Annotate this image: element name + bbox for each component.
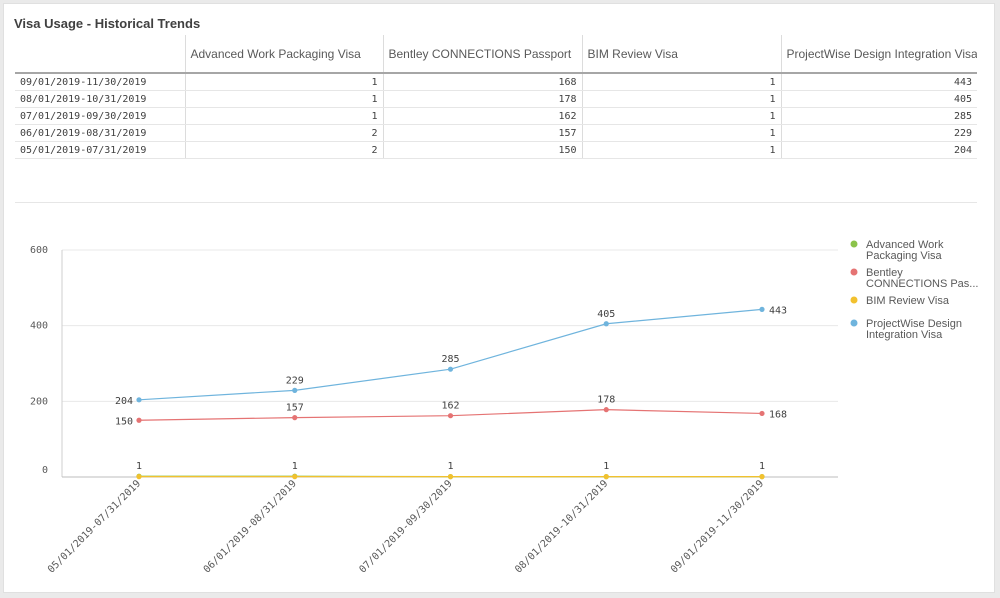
data-point	[447, 413, 454, 419]
legend-marker	[850, 240, 858, 248]
data-label: 1	[136, 461, 142, 472]
section-divider	[15, 202, 977, 203]
x-tick-label: 06/01/2019-08/31/2019	[202, 478, 299, 575]
table-cell: 1	[184, 73, 383, 91]
data-label: 162	[441, 401, 459, 412]
column-header-bentley-connections[interactable]: Bentley CONNECTIONS Passport	[382, 35, 582, 74]
legend-label: Bentley	[866, 267, 903, 279]
column-header-bim-review[interactable]: BIM Review Visa	[581, 35, 781, 74]
data-label: 1	[447, 461, 453, 472]
x-tick-label: 07/01/2019-09/30/2019	[357, 478, 454, 575]
table-cell: 229	[780, 124, 977, 142]
data-label: 229	[286, 375, 304, 386]
legend-item[interactable]: BIM Review Visa	[850, 295, 950, 307]
x-tick-label: 05/01/2019-07/31/2019	[46, 478, 143, 575]
data-point	[292, 387, 298, 393]
table-row[interactable]: 06/01/2019-08/31/2019 2 157 1 229	[15, 124, 977, 142]
data-label: 285	[441, 354, 459, 365]
table-cell: 2	[184, 141, 383, 159]
table-cell: 1	[184, 107, 383, 125]
data-label: 443	[769, 305, 787, 316]
data-point	[447, 366, 454, 372]
table-cell: 1	[581, 141, 781, 159]
y-tick-label: 0	[42, 465, 48, 476]
table-cell: 1	[581, 124, 781, 142]
data-point	[603, 474, 609, 480]
table-cell: 08/01/2019-10/31/2019	[15, 90, 185, 108]
y-tick-label: 400	[30, 321, 48, 332]
table-cell: 285	[780, 107, 977, 125]
table-cell: 204	[780, 141, 977, 159]
data-point	[603, 407, 609, 413]
table-cell: 405	[780, 90, 977, 108]
table-cell: 162	[382, 107, 582, 125]
table-cell: 1	[184, 90, 383, 108]
legend-marker	[850, 296, 858, 304]
table-cell: 157	[382, 124, 582, 142]
legend-marker	[850, 319, 858, 327]
data-point	[603, 321, 609, 327]
x-tick-label: 08/01/2019-10/31/2019	[513, 478, 610, 575]
column-header-projectwise[interactable]: ProjectWise Design Integration Visa	[780, 35, 977, 74]
data-point	[447, 474, 454, 480]
data-label: 168	[769, 409, 787, 420]
y-tick-label: 200	[30, 396, 48, 407]
table-cell: 1	[581, 107, 781, 125]
legend-marker	[850, 268, 858, 276]
data-label: 157	[286, 403, 304, 414]
data-label: 204	[115, 396, 133, 407]
data-label: 1	[603, 461, 609, 472]
column-header-period[interactable]	[15, 35, 185, 74]
data-point	[759, 306, 765, 312]
table-cell: 2	[184, 124, 383, 142]
data-label: 178	[597, 395, 615, 406]
table-cell: 1	[581, 90, 781, 108]
x-tick-label: 09/01/2019-11/30/2019	[669, 478, 766, 575]
table-row[interactable]: 05/01/2019-07/31/2019 2 150 1 204	[15, 141, 977, 159]
legend-label: ProjectWise Design	[866, 318, 962, 330]
table-cell: 05/01/2019-07/31/2019	[15, 141, 185, 159]
table-header-row: Advanced Work Packaging Visa Bentley CON…	[15, 35, 977, 74]
data-point	[292, 474, 298, 480]
table-cell: 150	[382, 141, 582, 159]
legend-label: Integration Visa	[866, 329, 943, 341]
data-point	[136, 397, 142, 403]
table-cell: 168	[382, 73, 582, 91]
table-cell: 06/01/2019-08/31/2019	[15, 124, 185, 142]
data-point	[292, 415, 298, 421]
table-cell: 07/01/2019-09/30/2019	[15, 107, 185, 125]
table-row[interactable]: 07/01/2019-09/30/2019 1 162 1 285	[15, 107, 977, 125]
data-label: 1	[292, 461, 298, 472]
table-cell: 178	[382, 90, 582, 108]
table-cell: 09/01/2019-11/30/2019	[15, 73, 185, 91]
column-header-advanced-work-packaging[interactable]: Advanced Work Packaging Visa	[184, 35, 383, 74]
legend-label: Advanced Work	[866, 239, 944, 251]
data-point	[136, 474, 142, 480]
panel-title: Visa Usage - Historical Trends	[14, 16, 201, 31]
data-point	[136, 417, 142, 423]
legend-label: BIM Review Visa	[866, 295, 950, 307]
table-cell: 1	[581, 73, 781, 91]
data-point	[759, 474, 765, 480]
usage-table: Advanced Work Packaging Visa Bentley CON…	[15, 35, 977, 159]
data-point	[759, 410, 765, 417]
table-cell: 443	[780, 73, 977, 91]
data-label: 405	[597, 309, 615, 320]
table-row[interactable]: 09/01/2019-11/30/2019 1 168 1 443	[15, 73, 977, 91]
table-row[interactable]: 08/01/2019-10/31/2019 1 178 1 405	[15, 90, 977, 108]
legend-label: Packaging Visa	[866, 250, 943, 262]
data-label: 150	[115, 416, 133, 427]
legend-label: CONNECTIONS Pas...	[866, 278, 978, 290]
data-label: 1	[759, 461, 765, 472]
y-tick-label: 600	[30, 245, 48, 256]
